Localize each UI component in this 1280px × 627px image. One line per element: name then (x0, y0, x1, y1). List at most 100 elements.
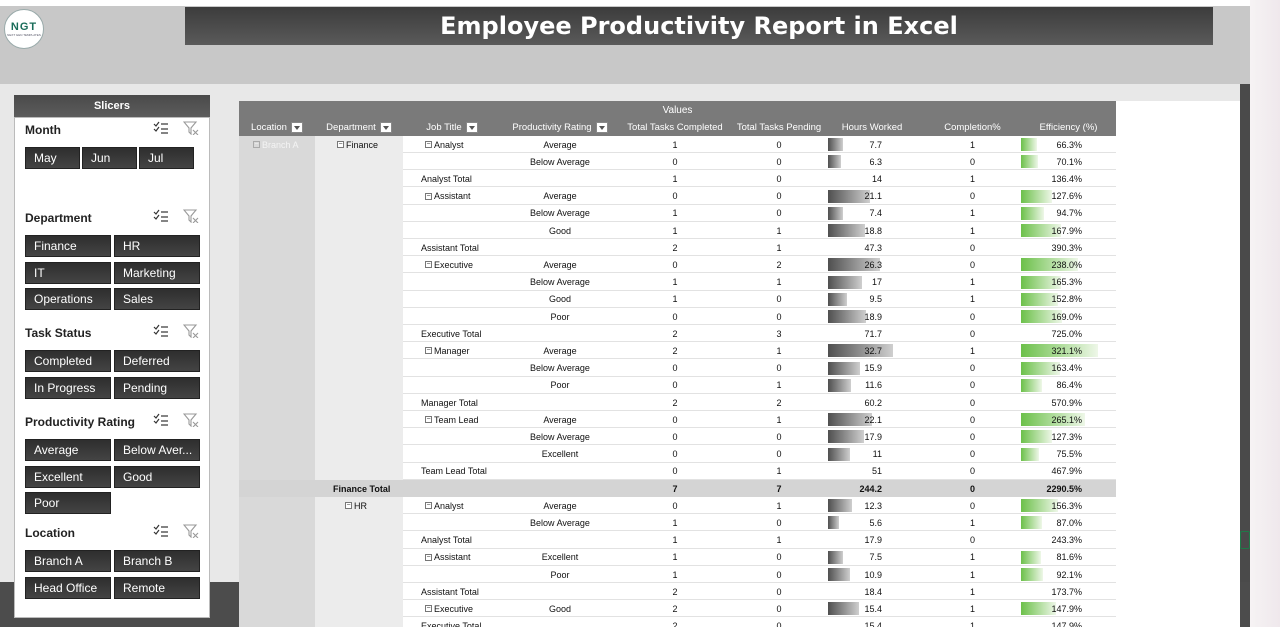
slicer-button[interactable]: Branch B (114, 550, 200, 572)
completion-cell: 0 (969, 259, 975, 270)
location-cell[interactable]: − Branch A (253, 136, 299, 153)
efficiency-cell: 169.0% (1051, 311, 1082, 322)
job-title-cell[interactable]: − Analyst (425, 136, 464, 153)
collapse-icon[interactable]: − (425, 192, 432, 200)
slicer-button[interactable]: Completed (25, 350, 111, 372)
department-total-label: Finance Total (333, 483, 391, 494)
efficiency-databar (1021, 310, 1062, 323)
tasks-completed-cell: 1 (672, 208, 678, 219)
job-title-label: Assistant (434, 552, 471, 563)
slicer-button[interactable]: Good (114, 465, 200, 488)
slicer-button[interactable]: Poor (25, 492, 111, 514)
slicer-button[interactable]: In Progress (25, 376, 111, 399)
column-header[interactable]: Total Tasks Pending (725, 119, 833, 136)
slicer-button[interactable]: Branch A (25, 550, 111, 572)
collapse-icon[interactable]: − (425, 261, 432, 269)
filter-dropdown-icon[interactable] (465, 122, 478, 133)
completion-cell: 1 (969, 552, 975, 563)
slicer-button[interactable]: Deferred (114, 350, 200, 372)
collapse-icon[interactable]: − (425, 605, 432, 613)
slicer-button[interactable]: Operations (25, 288, 111, 310)
tasks-completed-cell: 1 (672, 535, 678, 546)
slicer-button[interactable]: Excellent (25, 465, 111, 488)
job-title-cell[interactable]: − Executive (425, 600, 473, 617)
slicer-button[interactable]: Head Office (25, 576, 111, 599)
job-title-cell[interactable]: − Executive (425, 256, 473, 273)
tasks-pending-cell: 0 (776, 586, 782, 597)
clear-filter-icon[interactable] (183, 324, 199, 338)
efficiency-cell: 92.1% (1056, 569, 1082, 580)
multi-select-icon[interactable] (153, 524, 169, 538)
collapse-icon[interactable]: − (425, 347, 432, 355)
column-header[interactable]: Productivity Rating (501, 119, 619, 136)
filter-dropdown-icon[interactable] (379, 122, 392, 133)
efficiency-databar (1021, 447, 1040, 461)
efficiency-cell: 165.3% (1051, 277, 1082, 288)
tasks-completed-cell: 0 (672, 363, 678, 374)
collapse-icon[interactable]: − (253, 141, 260, 148)
tasks-completed-cell: 0 (672, 380, 678, 391)
column-header[interactable]: Efficiency (%) (1021, 119, 1116, 136)
job-title-cell[interactable]: − Assistant (425, 188, 471, 205)
department-cell[interactable]: − Finance (337, 136, 378, 153)
row-gridline (403, 444, 1116, 446)
slicer-button[interactable]: Finance (25, 235, 111, 257)
job-title-cell[interactable]: − Team Lead (425, 411, 479, 428)
column-header-label: Productivity Rating (512, 122, 592, 133)
job-total-label: Executive Total (421, 328, 482, 339)
column-header-label: Total Tasks Completed (627, 122, 723, 133)
job-title-cell[interactable]: − Manager (425, 342, 470, 359)
collapse-icon[interactable]: − (425, 141, 432, 148)
cell-selection-marker[interactable] (1240, 531, 1250, 549)
collapse-icon[interactable]: − (425, 416, 432, 424)
completion-cell: 0 (969, 363, 975, 374)
slicer-button[interactable]: Below Aver... (114, 439, 200, 461)
department-cell[interactable]: − HR (345, 497, 367, 514)
clear-filter-icon[interactable] (183, 524, 199, 538)
clear-filter-icon[interactable] (183, 413, 199, 427)
column-header[interactable]: Department (315, 119, 403, 136)
job-title-cell[interactable]: − Analyst (425, 497, 464, 514)
column-header[interactable]: Total Tasks Completed (625, 119, 725, 136)
completion-cell: 0 (969, 449, 975, 460)
tasks-pending-cell: 1 (776, 380, 782, 391)
job-title-cell[interactable]: − Assistant (425, 549, 471, 566)
slicer-button[interactable]: Jun (82, 147, 137, 169)
multi-select-icon[interactable] (153, 209, 169, 223)
job-title-label: Team Lead (434, 414, 479, 425)
slicer-button[interactable]: IT (25, 261, 111, 284)
multi-select-icon[interactable] (153, 413, 169, 427)
column-header[interactable]: Job Title (403, 119, 501, 136)
department-label: Finance (346, 139, 379, 150)
slicer-button[interactable]: Remote (114, 576, 200, 599)
slicer-button[interactable]: Average (25, 439, 111, 461)
collapse-icon[interactable]: − (345, 502, 352, 510)
filter-dropdown-icon[interactable] (290, 122, 303, 133)
department-column-shade (315, 136, 403, 627)
clear-filter-icon[interactable] (183, 209, 199, 223)
column-header[interactable]: Hours Worked (828, 119, 916, 136)
collapse-icon[interactable]: − (425, 502, 432, 510)
completion-cell: 0 (969, 483, 975, 494)
filter-dropdown-icon[interactable] (595, 122, 608, 133)
collapse-icon[interactable]: − (337, 141, 344, 148)
multi-select-icon[interactable] (153, 324, 169, 338)
column-header[interactable]: Completion% (919, 119, 1026, 136)
tasks-completed-cell: 0 (672, 259, 678, 270)
slicer-button[interactable]: HR (114, 235, 200, 257)
multi-select-icon[interactable] (153, 121, 169, 135)
completion-cell: 1 (969, 139, 975, 150)
slicer-button[interactable]: Jul (139, 147, 194, 169)
pivot-table[interactable]: Values Location Department Job Title Produc… (239, 101, 1240, 627)
hours-worked-cell: 14 (871, 173, 882, 184)
collapse-icon[interactable]: − (425, 553, 432, 561)
slicer-button[interactable]: Marketing (114, 261, 200, 284)
rating-cell: Average (543, 414, 577, 425)
column-header[interactable]: Location (239, 119, 315, 136)
slicer-button[interactable]: Sales (114, 288, 200, 310)
logo-subtext: NEXT GEN TEMPLATES (7, 32, 41, 37)
slicer-button[interactable]: Pending (114, 376, 200, 399)
clear-filter-icon[interactable] (183, 121, 199, 135)
slicer-button[interactable]: May (25, 147, 80, 169)
row-gridline (403, 461, 1116, 463)
